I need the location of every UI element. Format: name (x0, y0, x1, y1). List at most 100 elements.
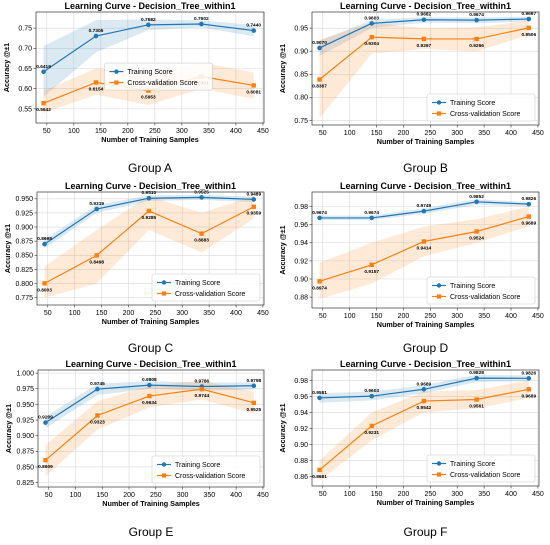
legend-marker (161, 473, 167, 478)
training-score-point (474, 375, 479, 381)
y-tick-label: 0.850 (15, 253, 33, 260)
legend-entry: Cross-validation Score (450, 111, 521, 118)
y-tick-label: 0.90 (294, 49, 308, 56)
legend: Training Score Cross-validation Score (426, 454, 536, 483)
cv-score-point (317, 467, 322, 473)
y-tick-label: 0.70 (18, 46, 32, 53)
y-tick-label: 0.75 (18, 26, 32, 33)
training-score-point (42, 241, 47, 247)
x-tick-label: 100 (344, 313, 356, 320)
data-label: 0.5953 (141, 95, 156, 101)
cv-score-point (421, 398, 427, 404)
y-tick-label: 0.900 (15, 224, 33, 231)
y-axis-label: Accuracy @±1 (278, 225, 287, 274)
data-label: 0.6154 (89, 86, 104, 92)
legend-entry: Cross-validation Score (450, 294, 521, 301)
y-tick-label: 0.85 (294, 72, 308, 79)
x-tick-label: 50 (44, 310, 52, 317)
training-score-point (317, 45, 322, 51)
x-tick-label: 200 (123, 492, 135, 499)
cv-score-band (45, 380, 254, 477)
training-score-point (93, 33, 99, 39)
cv-score-point (146, 88, 151, 93)
axes-frame (311, 191, 540, 309)
y-tick-label: 0.94 (294, 410, 308, 417)
legend-box (104, 62, 213, 91)
axes-frame (311, 369, 540, 487)
cv-score-point (95, 413, 100, 418)
data-label: 0.9697 (521, 11, 536, 17)
training-score-point (43, 420, 48, 425)
data-label: 0.9603 (364, 15, 379, 21)
training-score-point (146, 195, 152, 201)
cv-score-point (421, 36, 427, 42)
training-score-point (421, 386, 427, 392)
x-tick-label: 400 (505, 130, 517, 137)
training-score-point (369, 21, 375, 26)
data-label: 0.8003 (37, 287, 52, 293)
x-tick-label: 400 (230, 492, 242, 499)
cv-score-point (147, 393, 152, 399)
y-tick-label: 0.825 (16, 480, 34, 487)
y-tick-label: 0.975 (16, 386, 34, 393)
chart-panel-group-a: 0.6419 0.7305 0.7582 0.7602 0.7440 0.5642 0.61… (2, 1, 269, 175)
y-tick-label: 0.925 (16, 417, 34, 424)
chart-panel-group-c: 0.8698 0.9319 0.9510 0.9525 0.9489 0.8003 0.84… (3, 181, 269, 355)
axes-frame (35, 11, 265, 124)
cv-score-point (42, 281, 47, 286)
x-tick-label: 100 (68, 128, 80, 135)
y-tick-label: 0.60 (18, 86, 32, 93)
training-score-point (421, 208, 427, 214)
legend-marker (436, 111, 442, 116)
legend-box (151, 455, 261, 484)
x-tick-label: 450 (257, 128, 269, 135)
cv-score-band (319, 20, 529, 119)
data-label: 0.5642 (36, 107, 51, 113)
training-score-point (95, 386, 100, 392)
training-score-point (41, 69, 46, 75)
data-label: 0.9319 (89, 201, 104, 207)
cv-score-point (94, 253, 99, 258)
data-label: 0.9689 (417, 381, 432, 387)
cv-score-point (369, 262, 374, 267)
cv-score-point (474, 229, 479, 234)
legend: Training Score Cross-validation Score (151, 455, 261, 484)
x-tick-label: 300 (176, 310, 188, 317)
legend-marker (436, 461, 442, 466)
y-tick-label: 0.850 (16, 464, 34, 471)
x-tick-label: 150 (96, 310, 108, 317)
chart-title: Learning Curve - Decision_Tree_within1 (64, 1, 235, 11)
legend-entry: Cross-validation Score (175, 291, 246, 298)
data-label: 0.8387 (312, 83, 327, 89)
x-axis-label: Number of Training Samples (102, 499, 199, 508)
training-score-point (317, 395, 322, 401)
x-tick-label: 50 (319, 313, 327, 320)
x-tick-label: 400 (505, 491, 517, 498)
y-axis-label: Accuracy @±1 (278, 403, 287, 452)
data-label: 0.9266 (469, 43, 484, 49)
chart-panel-group-d: 0.9674 0.9674 0.9749 0.9852 0.9826 0.8974 0.91… (278, 181, 544, 355)
legend-box (426, 93, 536, 122)
x-tick-label: 450 (257, 310, 269, 317)
cv-score-point (43, 457, 48, 463)
x-tick-label: 50 (319, 130, 327, 137)
y-axis-label: Accuracy @±1 (4, 404, 13, 453)
legend-marker (161, 291, 167, 296)
chart-title: Learning Curve - Decision_Tree_within1 (340, 1, 511, 11)
chart-title: Learning Curve - Decision_Tree_within1 (340, 181, 511, 191)
legend-entry: Training Score (175, 280, 220, 287)
y-tick-label: 0.800 (15, 281, 33, 288)
group-label: Group D (403, 341, 449, 355)
legend-box (151, 273, 261, 302)
legend-marker (114, 69, 119, 74)
y-tick-label: 0.98 (294, 378, 308, 385)
chart-title: Learning Curve - Decision_Tree_within1 (65, 359, 236, 369)
data-label: 0.9323 (90, 419, 105, 425)
data-label: 0.9506 (521, 32, 536, 38)
training-score-point (251, 197, 257, 202)
legend-entry: Training Score (450, 461, 495, 468)
data-label: 0.9524 (469, 236, 484, 242)
training-score-band (43, 19, 254, 97)
legend-marker (161, 462, 167, 467)
x-tick-label: 150 (95, 128, 107, 135)
